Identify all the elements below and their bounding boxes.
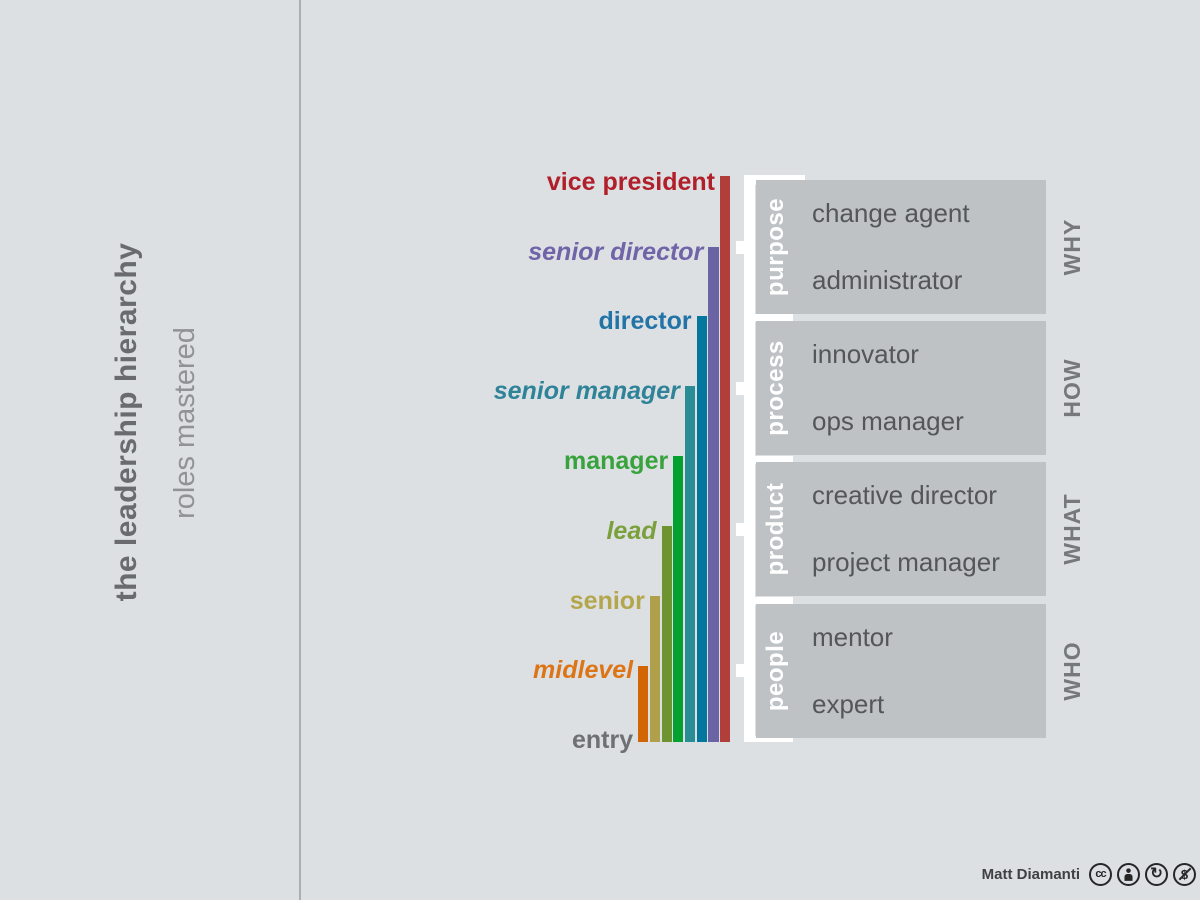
group-box-people: people mentor expert xyxy=(756,603,1046,738)
group-box-product: product creative director project manager xyxy=(756,462,1046,597)
license-icons: cc ↻$ xyxy=(1089,862,1196,886)
role-item-creative-director: creative director xyxy=(812,480,997,511)
role-item-change-agent: change agent xyxy=(812,198,970,228)
role-item-mentor: mentor xyxy=(812,621,893,652)
question-label-what: WHAT xyxy=(1059,493,1085,566)
sa-icon: ↻ xyxy=(1145,862,1168,886)
bracket-stub xyxy=(736,381,744,395)
by-icon xyxy=(1117,862,1140,886)
level-label-midlevel: midlevel xyxy=(533,656,634,684)
level-bar-director xyxy=(696,316,707,742)
group-roles-process: innovator ops manager xyxy=(812,321,1038,455)
level-label-vice-president: vice president xyxy=(546,168,715,196)
page-subtitle: roles mastered xyxy=(169,327,201,519)
group-box-process: process innovator ops manager xyxy=(756,321,1046,456)
bracket-stub xyxy=(736,240,744,254)
level-label-director: director xyxy=(598,307,692,335)
group-label-people: people xyxy=(762,630,789,711)
level-bar-lead xyxy=(661,526,672,742)
level-label-senior: senior xyxy=(569,587,645,615)
credit-name: Matt Diamanti xyxy=(981,865,1080,883)
bracket-arm-bottom xyxy=(744,736,793,742)
level-label-lead: lead xyxy=(606,517,657,545)
bracket-arm xyxy=(744,314,793,322)
role-item-expert: expert xyxy=(812,688,885,719)
bracket-arm xyxy=(744,455,793,464)
credit-line: Matt Diamanti cc ↻$ xyxy=(0,860,1196,888)
level-bar-senior-manager xyxy=(684,386,696,742)
role-item-ops-manager: ops manager xyxy=(812,406,964,437)
group-label-product: product xyxy=(762,482,789,576)
question-label-why: WHY xyxy=(1059,218,1085,276)
bracket-arm xyxy=(744,596,793,605)
question-label-who: WHO xyxy=(1059,640,1085,701)
role-item-innovator: innovator xyxy=(812,339,919,370)
nc-icon: $ xyxy=(1173,862,1196,886)
level-bar-senior-director xyxy=(708,247,719,742)
level-bar-senior xyxy=(649,596,661,742)
bracket-stub xyxy=(736,664,744,678)
group-roles-people: mentor expert xyxy=(812,604,1038,738)
bracket-stub xyxy=(736,522,744,536)
level-bar-vice-president xyxy=(720,176,731,742)
level-label-senior-director: senior director xyxy=(528,238,704,266)
group-label-process: process xyxy=(762,340,789,436)
page-title: the leadership hierarchy xyxy=(110,242,143,602)
level-label-senior-manager: senior manager xyxy=(493,377,680,405)
level-bar-manager xyxy=(673,456,684,742)
cc-icon: cc xyxy=(1089,862,1112,886)
level-label-entry: entry xyxy=(571,726,634,754)
group-roles-product: creative director project manager xyxy=(812,462,1038,596)
role-item-project-manager: project manager xyxy=(812,547,1000,578)
group-roles-purpose: change agent administrator xyxy=(812,180,1038,314)
question-label-how: HOW xyxy=(1059,358,1085,418)
divider-line xyxy=(299,0,301,900)
group-label-purpose: purpose xyxy=(762,197,789,297)
group-box-purpose: purpose change agent administrator xyxy=(756,180,1046,314)
level-label-manager: manager xyxy=(563,447,669,475)
level-bar-midlevel xyxy=(638,666,649,742)
role-item-administrator: administrator xyxy=(812,265,963,295)
